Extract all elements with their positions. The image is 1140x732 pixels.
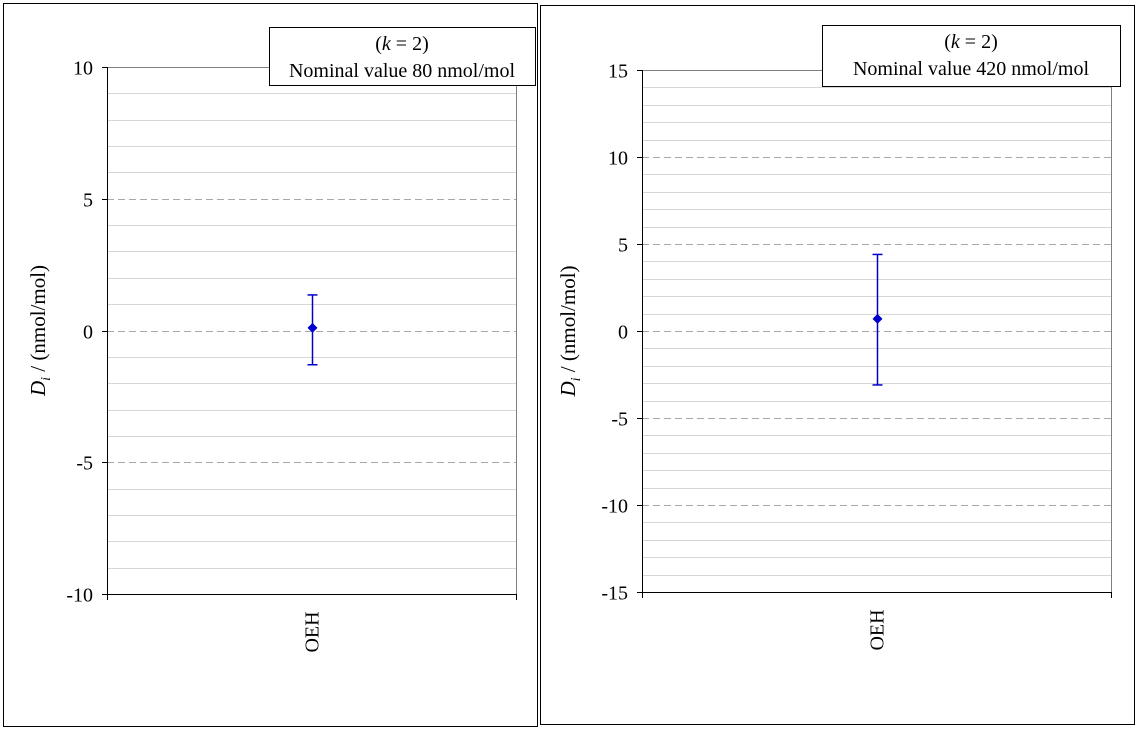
x-category-label: OEH: [867, 609, 889, 650]
y-tick-label: -5: [611, 409, 628, 431]
y-axis-label-units: / (nmol/mol): [26, 265, 50, 377]
y-axis-label: Di / (nmol/mol): [556, 265, 584, 397]
y-tick-label: 0: [83, 322, 93, 344]
legend-k: k: [382, 33, 392, 55]
y-tick-label: 10: [608, 148, 628, 170]
legend-k: k: [951, 31, 961, 53]
y-tick-label: 10: [73, 58, 93, 80]
legend-paren-open: (: [375, 33, 382, 55]
legend-nominal-value: Nominal value 80 nmol/mol: [289, 60, 516, 82]
y-tick-label: 0: [618, 322, 628, 344]
y-tick-label: 5: [83, 190, 93, 212]
y-axis-label-subscript: i: [569, 377, 584, 381]
y-axis-label-symbol: D: [556, 381, 580, 397]
data-point-marker: [307, 322, 318, 333]
y-axis-label-symbol: D: [26, 381, 50, 397]
chart-panel-1: 10 5 0 -5 -10 Di / (nmol/mol) OEH (k = 2) Nomina…: [3, 3, 538, 727]
panel-border: [540, 5, 1135, 725]
y-tick-label: -10: [601, 496, 628, 518]
legend-k-rest: = 2): [960, 31, 998, 53]
y-axis-label: Di / (nmol/mol): [26, 265, 54, 397]
legend-box: [822, 25, 1121, 87]
data-point-marker: [872, 313, 883, 324]
legend-nominal-value: Nominal value 420 nmol/mol: [853, 58, 1090, 80]
y-tick-label: -15: [601, 583, 628, 605]
x-category-label: OEH: [302, 611, 324, 652]
legend-coverage-factor: (k = 2): [944, 31, 998, 53]
panel-border: [3, 3, 538, 727]
y-tick-label: 5: [618, 235, 628, 257]
y-tick-label: -10: [66, 585, 93, 607]
legend-coverage-factor: (k = 2): [375, 33, 429, 55]
legend-paren-open: (: [944, 31, 951, 53]
y-axis-label-units: / (nmol/mol): [556, 265, 580, 377]
y-axis-label-subscript: i: [39, 377, 54, 381]
legend-k-rest: = 2): [391, 33, 429, 55]
chart-panel-2: 15 10 5 0 -5 -10 -15 Di / (nmol/mol) OEH (k = 2) N…: [540, 5, 1135, 725]
y-tick-label: 15: [608, 61, 628, 83]
legend-box: [269, 27, 536, 86]
y-tick-label: -5: [76, 453, 93, 475]
